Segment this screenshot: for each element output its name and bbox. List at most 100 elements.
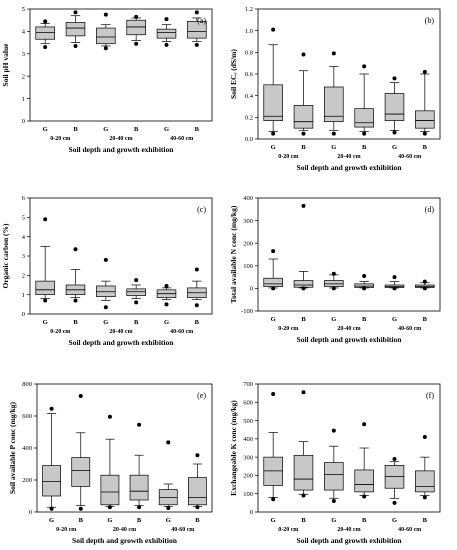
y-tick-label: 0.2 xyxy=(245,115,253,122)
box-body xyxy=(129,474,149,501)
panel-tag: (d) xyxy=(425,205,435,214)
y-tick-label: 700 xyxy=(243,381,253,388)
y-tick-label: 2 xyxy=(22,73,25,80)
y-axis-title: Organic carbon (%) xyxy=(1,223,10,288)
outlier-point xyxy=(195,453,200,458)
outlier-point xyxy=(301,203,306,208)
outlier-point xyxy=(392,286,397,291)
outlier-point xyxy=(362,131,367,136)
outlier-point xyxy=(43,19,48,24)
outlier-point xyxy=(43,45,48,50)
box-body xyxy=(35,26,55,40)
box-g-3 xyxy=(96,12,116,51)
box-body xyxy=(96,27,116,45)
outlier-point xyxy=(362,273,367,278)
box-b-4 xyxy=(354,422,374,499)
outlier-point xyxy=(49,506,54,511)
box-b-2 xyxy=(293,52,314,136)
box-body xyxy=(188,477,207,506)
outlier-point xyxy=(103,12,108,17)
depth-label: 0-20 cm xyxy=(278,154,298,160)
depth-label: 40-60 cm xyxy=(170,136,193,142)
y-tick-label: 800 xyxy=(22,381,32,388)
outlier-point xyxy=(107,505,112,510)
y-tick-label: 100 xyxy=(243,491,253,498)
depth-label: 20-40 cm xyxy=(113,527,136,533)
category-label: B xyxy=(301,144,306,151)
box-body xyxy=(96,285,116,297)
y-tick-label: 400 xyxy=(243,195,253,202)
outlier-point xyxy=(362,494,367,499)
y-tick-label: 6 xyxy=(22,195,26,202)
box-body xyxy=(384,93,405,121)
box-body xyxy=(324,86,344,123)
depth-label: 40-60 cm xyxy=(398,326,421,332)
x-axis-title: Soil depth and growth exhibition xyxy=(72,536,178,545)
box-body xyxy=(263,456,283,486)
y-tick-label: 1.0 xyxy=(245,28,253,35)
y-tick-label: 2 xyxy=(22,273,25,280)
box-g-5 xyxy=(384,275,405,291)
plot-frame xyxy=(257,197,441,312)
box-body xyxy=(293,454,314,491)
category-label: B xyxy=(423,144,428,151)
depth-label: 0-20 cm xyxy=(278,326,298,332)
outlier-point xyxy=(301,493,306,498)
y-tick-label: 200 xyxy=(243,473,253,480)
category-label: G xyxy=(331,144,336,151)
category-label: G xyxy=(392,517,397,524)
outlier-point xyxy=(301,286,306,291)
outlier-point xyxy=(78,394,83,398)
y-tick-label: 0 xyxy=(29,509,32,516)
box-body xyxy=(263,277,283,287)
box-g-5 xyxy=(384,76,405,135)
y-axis-title: Soil pH value xyxy=(1,43,10,87)
box-g-1 xyxy=(35,19,55,50)
category-label: G xyxy=(164,126,169,133)
category-label: G xyxy=(49,517,54,524)
category-label: G xyxy=(103,319,108,326)
box-body xyxy=(354,108,374,128)
y-tick-label: 0.4 xyxy=(245,93,254,100)
box-body xyxy=(293,105,314,129)
outlier-point xyxy=(134,300,139,305)
category-label: B xyxy=(195,517,200,524)
category-label: B xyxy=(79,517,84,524)
outlier-point xyxy=(103,46,108,51)
category-label: B xyxy=(195,126,200,133)
outlier-point xyxy=(166,506,171,510)
outlier-point xyxy=(331,51,336,56)
outlier-point xyxy=(194,267,199,272)
outlier-point xyxy=(107,414,112,419)
outlier-point xyxy=(103,257,108,262)
category-label: G xyxy=(107,517,112,524)
category-label: B xyxy=(362,316,367,323)
outlier-point xyxy=(271,249,276,254)
depth-label: 0-20 cm xyxy=(50,136,70,142)
depth-label: 40-60 cm xyxy=(170,329,193,335)
category-label: G xyxy=(271,144,276,151)
outlier-point xyxy=(301,390,306,395)
box-b-4 xyxy=(126,278,146,305)
box-g-1 xyxy=(42,406,61,511)
box-b-6 xyxy=(415,279,435,291)
depth-label: 0-20 cm xyxy=(278,527,298,533)
category-label: G xyxy=(392,316,397,323)
y-tick-label: 300 xyxy=(243,454,253,461)
category-label: B xyxy=(73,126,78,133)
outlier-point xyxy=(164,302,169,307)
box-g-1 xyxy=(35,217,55,303)
y-tick-label: 1 xyxy=(22,96,25,103)
y-tick-label: 1 xyxy=(22,292,25,299)
category-label: B xyxy=(362,517,367,524)
outlier-point xyxy=(73,247,78,252)
outlier-point xyxy=(194,10,199,15)
panel-tag: (f) xyxy=(426,391,434,400)
box-g-3 xyxy=(324,428,344,504)
outlier-point xyxy=(134,14,139,19)
panel-tag: (a) xyxy=(197,16,206,25)
y-tick-label: 3 xyxy=(22,51,25,58)
outlier-point xyxy=(43,217,48,222)
